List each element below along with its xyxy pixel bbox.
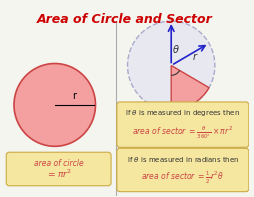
Text: If $\theta$ is measured in radians then: If $\theta$ is measured in radians then (126, 155, 238, 164)
FancyBboxPatch shape (116, 148, 248, 192)
Text: area of sector $= \frac{1}{2} r^2 \theta$: area of sector $= \frac{1}{2} r^2 \theta… (141, 170, 224, 186)
Text: θ: θ (172, 45, 178, 55)
Text: Area of Circle and Sector: Area of Circle and Sector (37, 13, 212, 26)
FancyBboxPatch shape (116, 102, 248, 147)
Text: r: r (192, 52, 196, 62)
Circle shape (14, 63, 95, 146)
Text: $= \pi r^2$: $= \pi r^2$ (45, 168, 71, 180)
Text: If $\theta$ is measured in degrees then: If $\theta$ is measured in degrees then (125, 108, 239, 118)
Text: r: r (72, 91, 76, 101)
Text: area of sector $= \frac{\theta}{360°} \times \pi r^2$: area of sector $= \frac{\theta}{360°} \t… (132, 124, 232, 141)
Wedge shape (170, 65, 208, 110)
Circle shape (127, 21, 214, 110)
FancyBboxPatch shape (6, 152, 110, 186)
Text: area of circle: area of circle (34, 159, 83, 168)
